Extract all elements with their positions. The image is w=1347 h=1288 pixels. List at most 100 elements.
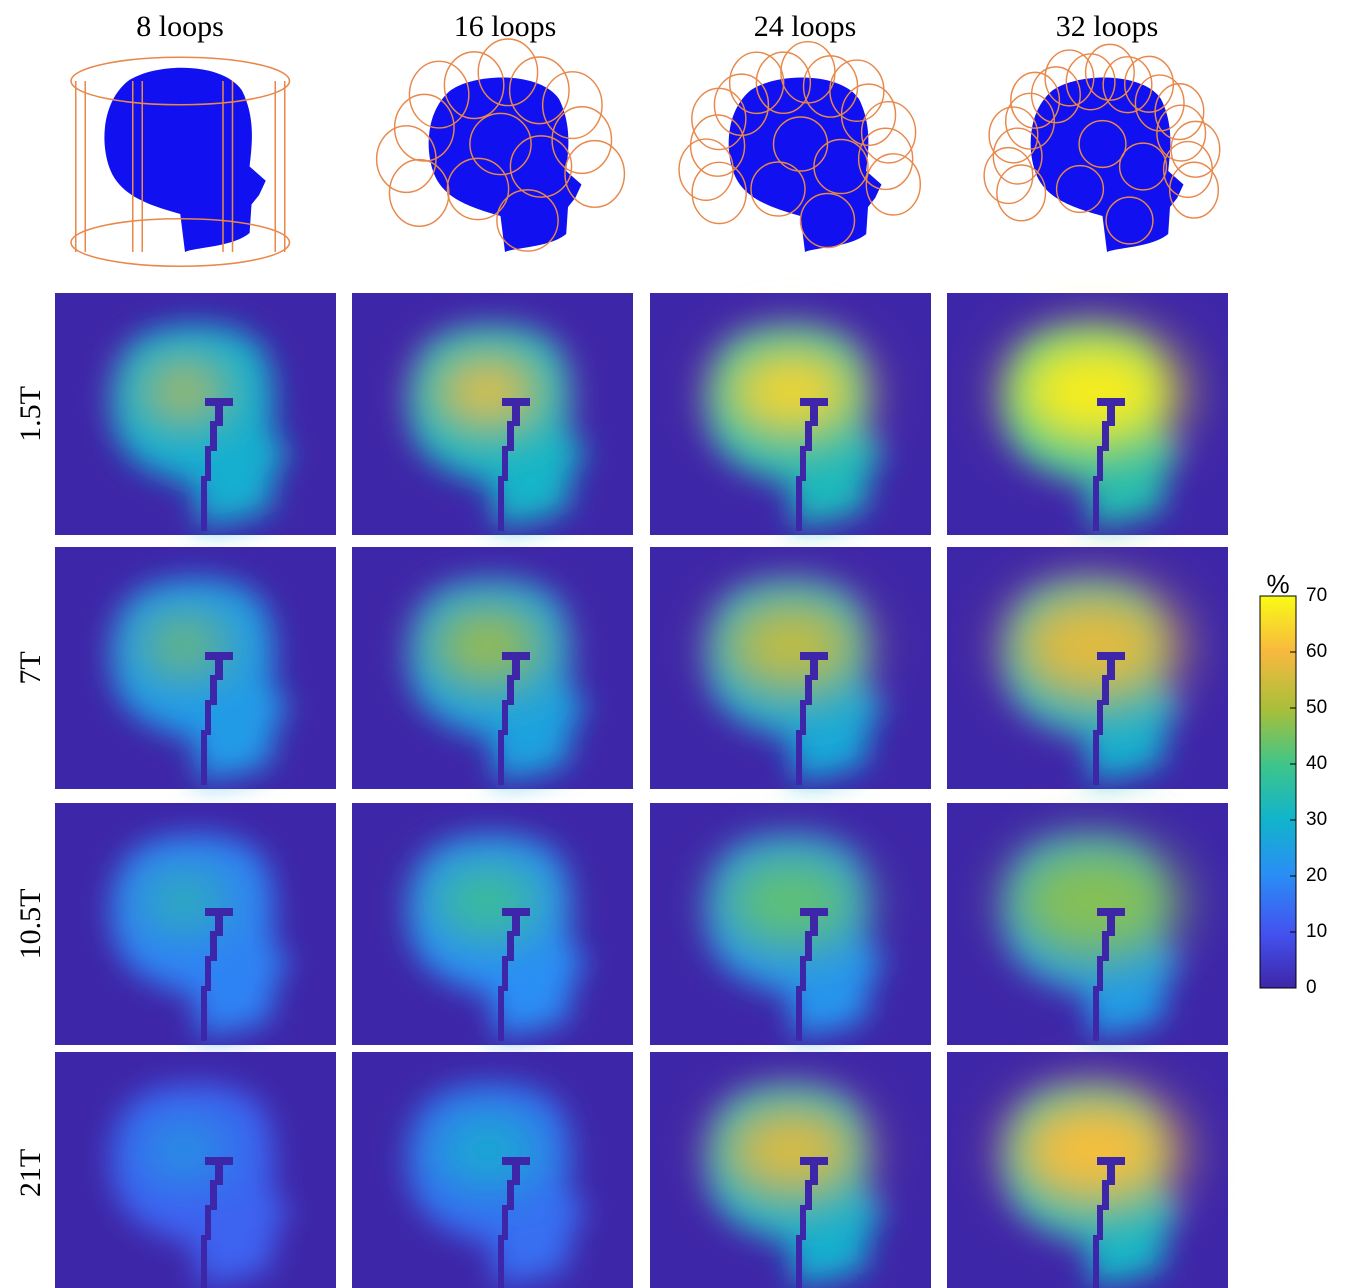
coil [988,106,1039,164]
airway [1093,1157,1125,1288]
colorbar-tick-label: 10 [1306,921,1327,942]
coil [860,100,917,164]
airway [201,1157,233,1288]
coil [564,139,626,208]
head-field [705,578,885,782]
coil [728,51,785,115]
head-field [1002,834,1182,1038]
column-title: 16 loops [454,10,557,43]
coil [750,161,806,217]
head [728,77,882,252]
field-inner [720,1103,864,1198]
coil [865,153,922,216]
coil [691,161,747,225]
column-title: 8 loops [136,10,224,43]
heat-panel [55,293,336,535]
field-inner [430,1113,545,1188]
head [428,77,582,252]
field-inner [1009,333,1182,450]
coil [375,125,437,194]
coil [1118,142,1168,191]
coil [1168,161,1220,219]
airway [201,398,233,531]
coil [1065,53,1116,111]
coil [393,93,455,162]
colorbar [1259,595,1297,989]
field-inner [1009,587,1182,704]
column-title: 24 loops [754,10,857,43]
head-field [705,324,885,528]
head-field [705,834,885,1038]
colorbar-tick-label: 40 [1306,753,1327,774]
coil [70,217,291,268]
row-label: 21T [14,1149,47,1197]
heat-panel [55,803,336,1045]
heat-panel [352,293,633,535]
field-inner [720,344,864,439]
heat-panel [650,293,931,535]
airway [498,1157,530,1288]
coil [1078,119,1127,169]
field-inner [720,854,864,949]
heat-panel [947,803,1228,1045]
row-label: 7T [14,651,47,684]
heat-panel [650,547,931,789]
airway [1093,908,1125,1041]
airway [796,1157,828,1288]
coil [1134,74,1185,132]
airway [796,398,828,531]
colorbar-label: % [1266,569,1289,599]
heat-panel [352,803,633,1045]
coil [1030,66,1081,124]
head-field [1002,324,1182,528]
airway [796,908,828,1041]
airway [498,398,530,531]
head-field [1002,1083,1182,1287]
coil [1154,83,1205,141]
head [1030,77,1184,252]
row-label: 10.5T [14,889,47,960]
coil [983,146,1034,205]
coil [469,112,532,176]
heat-panel [650,1052,931,1288]
coil [996,164,1047,222]
coil [541,71,603,140]
colorbar-tick-label: 0 [1306,977,1317,998]
coil [508,56,570,125]
coil [1044,49,1095,107]
airway [201,908,233,1041]
coil [496,189,559,252]
field-inner [1009,843,1182,960]
head-model [375,38,626,252]
colorbar-tick-label: 70 [1306,585,1327,606]
coil [689,114,746,177]
heat-panel [55,547,336,789]
head [104,67,266,253]
airway [796,652,828,785]
field-inner [142,365,227,418]
field-inner [142,1124,227,1177]
coil [443,51,505,120]
coil [388,158,450,227]
field-inner [430,608,545,683]
coil [813,138,869,195]
airway [498,908,530,1041]
head-model [678,40,922,252]
coil [799,192,856,249]
coil [1162,140,1213,199]
colorbar-tick-label: 30 [1306,809,1327,830]
heat-panel [947,547,1228,789]
row-label: 1.5T [14,386,47,442]
coil [70,56,291,106]
coil [1055,164,1105,214]
coil [1105,196,1154,245]
heat-panel [55,1052,336,1288]
airway [498,652,530,785]
heat-panel [947,1052,1228,1288]
coil [1010,71,1061,129]
airway [201,652,233,785]
coil [1004,92,1056,150]
coil [992,127,1043,185]
field-inner [430,354,545,429]
